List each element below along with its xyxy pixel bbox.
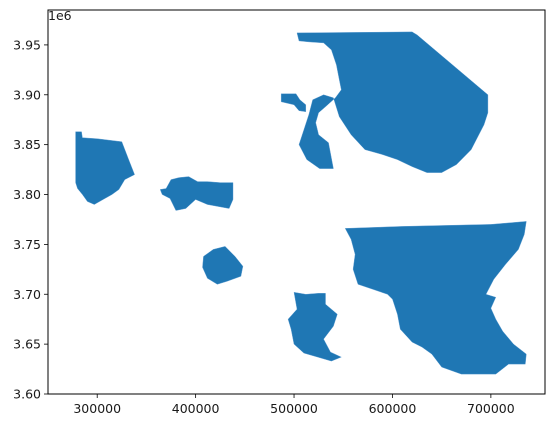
y-tick-label: 3.75: [13, 237, 41, 252]
y-tick-label: 3.65: [13, 337, 41, 352]
y-tick-label: 3.60: [13, 387, 41, 402]
y-axis: 3.60 3.65 3.70 3.75 3.80 3.85 3.90 3.95: [13, 37, 48, 401]
y-tick-label: 3.70: [13, 287, 41, 302]
x-tick-label: 500000: [270, 401, 318, 416]
y-tick-label: 3.95: [13, 37, 41, 52]
x-tick-label: 300000: [73, 401, 121, 416]
y-tick-label: 3.85: [13, 137, 41, 152]
y-tick-label: 3.80: [13, 187, 41, 202]
y-offset-label: 1e6: [48, 8, 72, 23]
x-tick-label: 600000: [369, 401, 417, 416]
y-tick-label: 3.90: [13, 87, 41, 102]
x-tick-label: 700000: [467, 401, 515, 416]
x-tick-label: 400000: [172, 401, 220, 416]
x-axis: 300000 400000 500000 600000 700000: [73, 394, 514, 416]
